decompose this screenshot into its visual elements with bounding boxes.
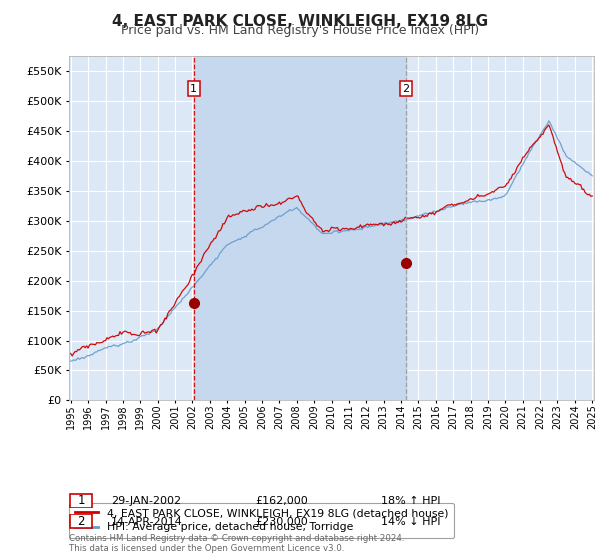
Text: £162,000: £162,000: [255, 496, 308, 506]
Bar: [194, 56, 406, 400]
Text: 18% ↑ HPI: 18% ↑ HPI: [381, 496, 440, 506]
Text: 14-APR-2014: 14-APR-2014: [111, 517, 183, 527]
Text: 4, EAST PARK CLOSE, WINKLEIGH, EX19 8LG: 4, EAST PARK CLOSE, WINKLEIGH, EX19 8LG: [112, 14, 488, 29]
Text: 14% ↓ HPI: 14% ↓ HPI: [381, 517, 440, 527]
Text: Contains HM Land Registry data © Crown copyright and database right 2024.
This d: Contains HM Land Registry data © Crown c…: [69, 534, 404, 553]
Text: 1: 1: [77, 494, 85, 507]
Text: 2: 2: [77, 515, 85, 528]
FancyBboxPatch shape: [70, 493, 92, 508]
Text: £230,000: £230,000: [255, 517, 308, 527]
Text: 29-JAN-2002: 29-JAN-2002: [111, 496, 181, 506]
Legend: 4, EAST PARK CLOSE, WINKLEIGH, EX19 8LG (detached house), HPI: Average price, de: 4, EAST PARK CLOSE, WINKLEIGH, EX19 8LG …: [69, 503, 454, 538]
FancyBboxPatch shape: [70, 514, 92, 529]
Text: 1: 1: [190, 83, 197, 94]
Text: 2: 2: [403, 83, 409, 94]
Text: Price paid vs. HM Land Registry's House Price Index (HPI): Price paid vs. HM Land Registry's House …: [121, 24, 479, 37]
